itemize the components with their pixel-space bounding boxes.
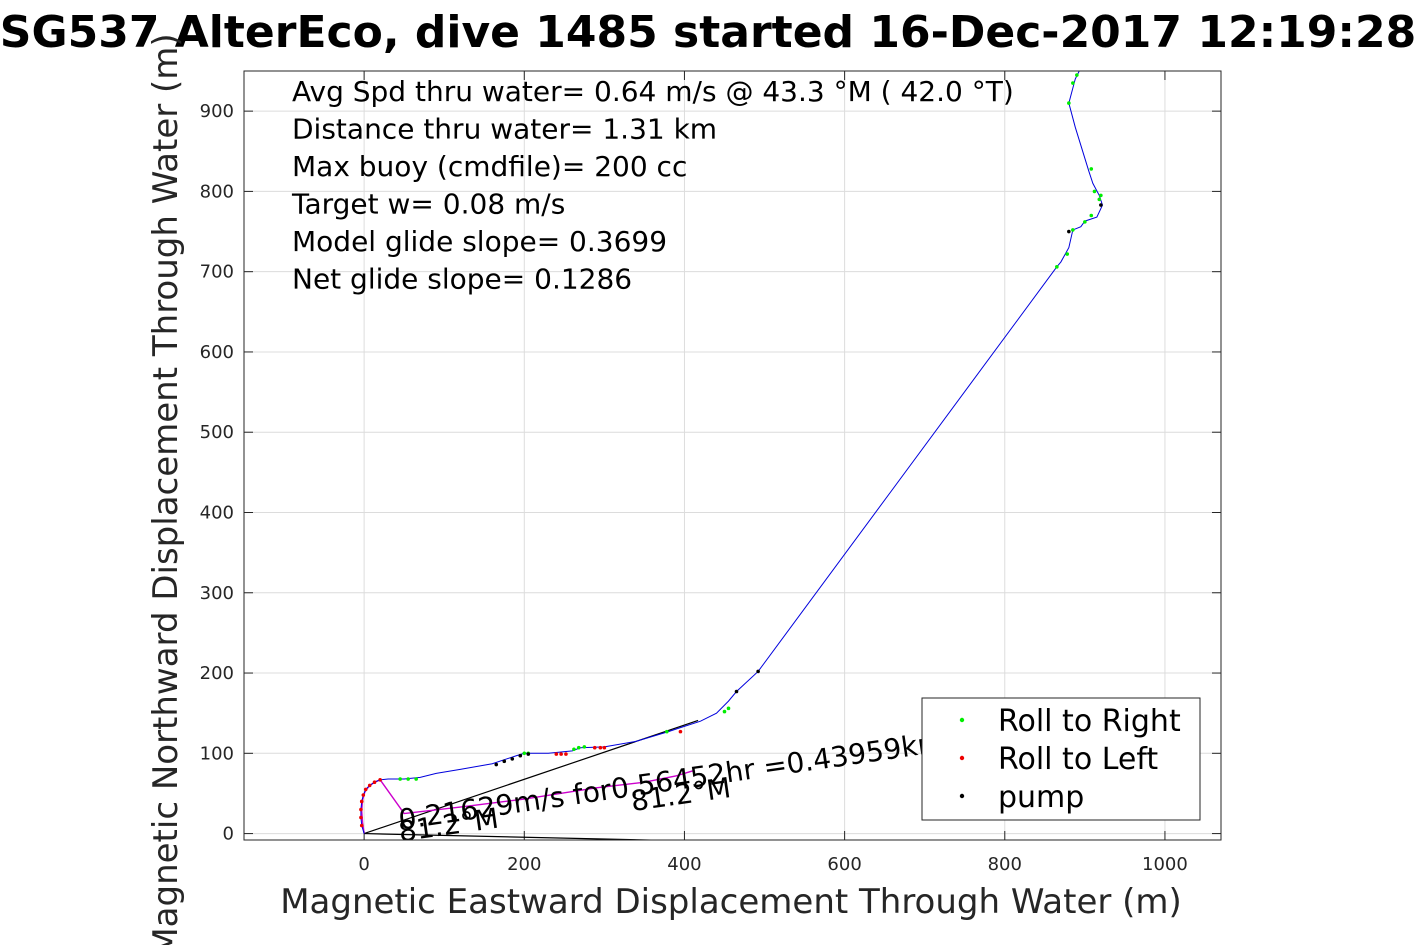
plot-area: 0 200 400 600 800 1000 0 100 200 300 400 500 600 700 8…: [200, 70, 1222, 875]
point-roll-to-left: [367, 783, 372, 788]
stats-line: Max buoy (cmdfile)= 200 cc: [292, 150, 687, 183]
stats-line: Net glide slope= 0.1286: [292, 263, 632, 296]
point-roll-to-right: [1089, 213, 1094, 218]
stats-line: Distance thru water= 1.31 km: [292, 113, 717, 146]
point-roll-to-left: [678, 729, 683, 734]
x-tick-label: 1000: [1142, 854, 1188, 875]
point-roll-to-right: [1099, 193, 1103, 198]
y-tick-label: 800: [200, 181, 234, 202]
x-axis-label: Magnetic Eastward Displacement Through W…: [280, 882, 1182, 922]
point-pump: [734, 689, 739, 694]
legend-entry-label: pump: [998, 780, 1084, 815]
legend-marker: [959, 793, 965, 799]
x-tick-label: 400: [667, 854, 701, 875]
stats-line: Target w= 0.08 m/s: [291, 188, 565, 221]
legend-entry-label: Roll to Right: [998, 704, 1181, 739]
point-roll-to-left: [602, 745, 607, 750]
x-tick-label: 800: [988, 854, 1022, 875]
point-roll-to-left: [359, 815, 363, 820]
point-roll-to-right: [414, 777, 418, 781]
point-roll-to-right: [1055, 265, 1059, 269]
point-pump: [756, 669, 760, 674]
point-roll-to-right: [1067, 101, 1071, 105]
point-pump: [502, 759, 507, 764]
point-roll-to-left: [564, 752, 568, 756]
point-pump: [1067, 229, 1071, 234]
point-roll-to-right: [1092, 189, 1097, 194]
y-tick-label: 500: [200, 422, 234, 443]
stats-line: Model glide slope= 0.3699: [292, 225, 667, 258]
y-tick-label: 200: [200, 663, 234, 684]
point-roll-to-left: [359, 799, 364, 804]
point-roll-to-left: [559, 752, 563, 756]
point-roll-to-left: [359, 807, 363, 812]
point-roll-to-right: [582, 745, 587, 749]
y-tick-label: 900: [200, 101, 234, 122]
point-roll-to-left: [372, 780, 377, 785]
y-tick-label: 700: [200, 262, 234, 283]
point-pump: [1099, 203, 1103, 207]
y-tick-label: 100: [200, 743, 234, 764]
point-pump: [494, 762, 499, 767]
stats-line: Avg Spd thru water= 0.64 m/s @ 43.3 °M (…: [292, 75, 1014, 108]
y-tick-label: 0: [223, 824, 234, 845]
x-tick-label: 600: [827, 854, 861, 875]
axes-box: [243, 70, 1222, 841]
y-tick-label: 300: [200, 583, 234, 604]
point-pump: [518, 753, 523, 758]
point-roll-to-right: [398, 777, 402, 781]
chart-title: SG537 AlterEco, dive 1485 started 16-Dec…: [0, 7, 1416, 58]
point-roll-to-right: [576, 745, 581, 750]
point-roll-to-right: [572, 747, 576, 752]
glider-track-line: [360, 71, 1104, 834]
point-roll-to-right: [1071, 228, 1075, 232]
point-roll-to-left: [361, 793, 366, 797]
legend-entry-label: Roll to Left: [998, 742, 1158, 777]
point-roll-to-left: [592, 745, 597, 750]
point-pump: [526, 752, 531, 756]
point-roll-to-right: [1071, 81, 1075, 85]
point-roll-to-right: [522, 751, 527, 756]
point-roll-to-right: [406, 777, 410, 781]
point-roll-to-right: [1089, 167, 1094, 171]
point-roll-to-right: [1065, 252, 1070, 256]
y-axis-label: Magnetic Northward Displacement Through …: [146, 33, 186, 945]
point-pump: [510, 757, 515, 761]
legend-marker: [959, 755, 965, 761]
point-roll-to-left: [598, 745, 603, 750]
point-roll-to-right: [1083, 220, 1087, 224]
point-roll-to-right: [1075, 73, 1079, 77]
point-roll-to-left: [554, 752, 559, 756]
legend-marker: [959, 717, 965, 723]
x-tick-label: 0: [358, 854, 369, 875]
point-roll-to-right: [722, 709, 727, 714]
y-tick-label: 600: [200, 342, 234, 363]
y-tick-label: 400: [200, 502, 234, 523]
point-roll-to-right: [726, 706, 731, 711]
current-vector-line: [364, 832, 673, 840]
legend-box: [921, 697, 1201, 821]
point-roll-to-right: [665, 729, 669, 734]
point-roll-to-left: [359, 823, 364, 828]
point-roll-to-left: [363, 787, 368, 792]
point-roll-to-right: [1097, 197, 1102, 202]
point-roll-to-left: [378, 777, 382, 782]
x-tick-label: 200: [507, 854, 541, 875]
